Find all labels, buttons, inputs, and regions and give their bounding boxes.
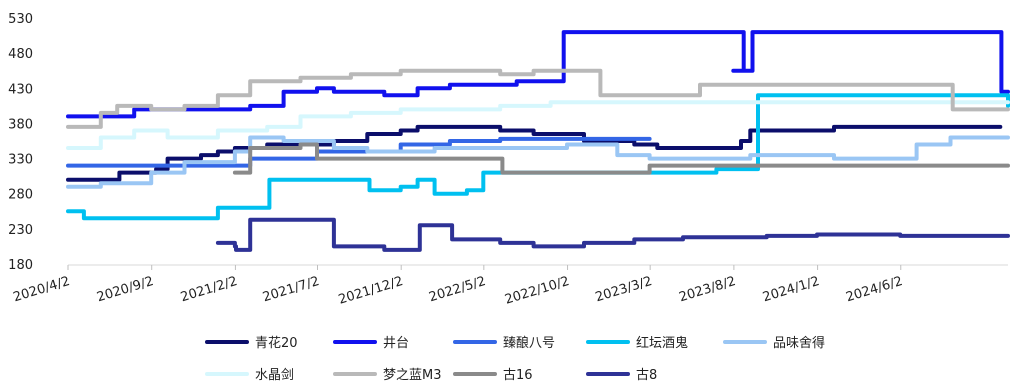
legend-label: 臻酿八号 [503,335,555,351]
legend-item: 井台 [333,336,409,351]
x-tick-label: 2022/10/2 [503,274,571,308]
legend-item: 红坛酒鬼 [586,335,688,351]
legend-label: 品味舍得 [773,335,825,351]
legend-item: 古8 [586,368,657,383]
series-line-2 [66,30,1010,119]
series-line-6 [66,100,1010,150]
x-tick-label: 2021/2/2 [179,274,239,305]
legend-label: 水晶剑 [255,367,294,383]
y-tick-label: 530 [8,12,33,27]
y-tick-label: 380 [8,117,33,132]
y-tick-label: 330 [8,153,33,168]
legend-item: 水晶剑 [205,367,294,383]
legend-label: 青花20 [255,335,298,351]
series-line-7 [66,68,1010,129]
x-tick-label: 2023/3/2 [594,274,654,305]
legend-item: 青花20 [205,335,298,351]
x-tick-label: 2020/9/2 [95,274,155,305]
y-tick-label: 280 [8,188,33,203]
x-tick-label: 2021/7/2 [261,274,321,305]
y-tick-label: 180 [8,258,33,273]
legend-item: 臻酿八号 [453,335,555,351]
legend-label: 梦之蓝M3 [383,368,442,383]
series-line-5 [66,135,1010,189]
legend-label: 井台 [383,336,409,351]
series-line-9 [215,217,1010,252]
legend-item: 梦之蓝M3 [333,368,442,383]
series-line-1 [66,124,1003,182]
y-tick-label: 230 [8,223,33,238]
series-line-4 [66,93,1010,221]
x-tick-label: 2024/1/2 [761,274,821,305]
legend-item: 品味舍得 [723,335,825,351]
series-line-8 [232,142,1010,175]
x-tick-label: 2023/8/2 [677,274,737,305]
legend-item: 古16 [453,368,533,383]
y-axis: 180 230 280 330 380 430 480 530 [8,12,33,273]
legend-label: 红坛酒鬼 [636,335,688,351]
x-tick-label: 2022/5/2 [427,274,487,305]
y-tick-label: 430 [8,82,33,97]
legend-label: 古8 [636,368,657,383]
legend-label: 古16 [503,368,533,383]
x-tick-label: 2021/12/2 [337,274,405,308]
plot-area [66,30,1010,252]
x-axis: 2020/4/2 2020/9/2 2021/2/2 2021/7/2 2021/12/… [12,264,1008,308]
x-tick-label: 2024/6/2 [844,274,904,305]
x-tick-label: 2020/4/2 [12,274,72,305]
y-tick-label: 480 [8,47,33,62]
